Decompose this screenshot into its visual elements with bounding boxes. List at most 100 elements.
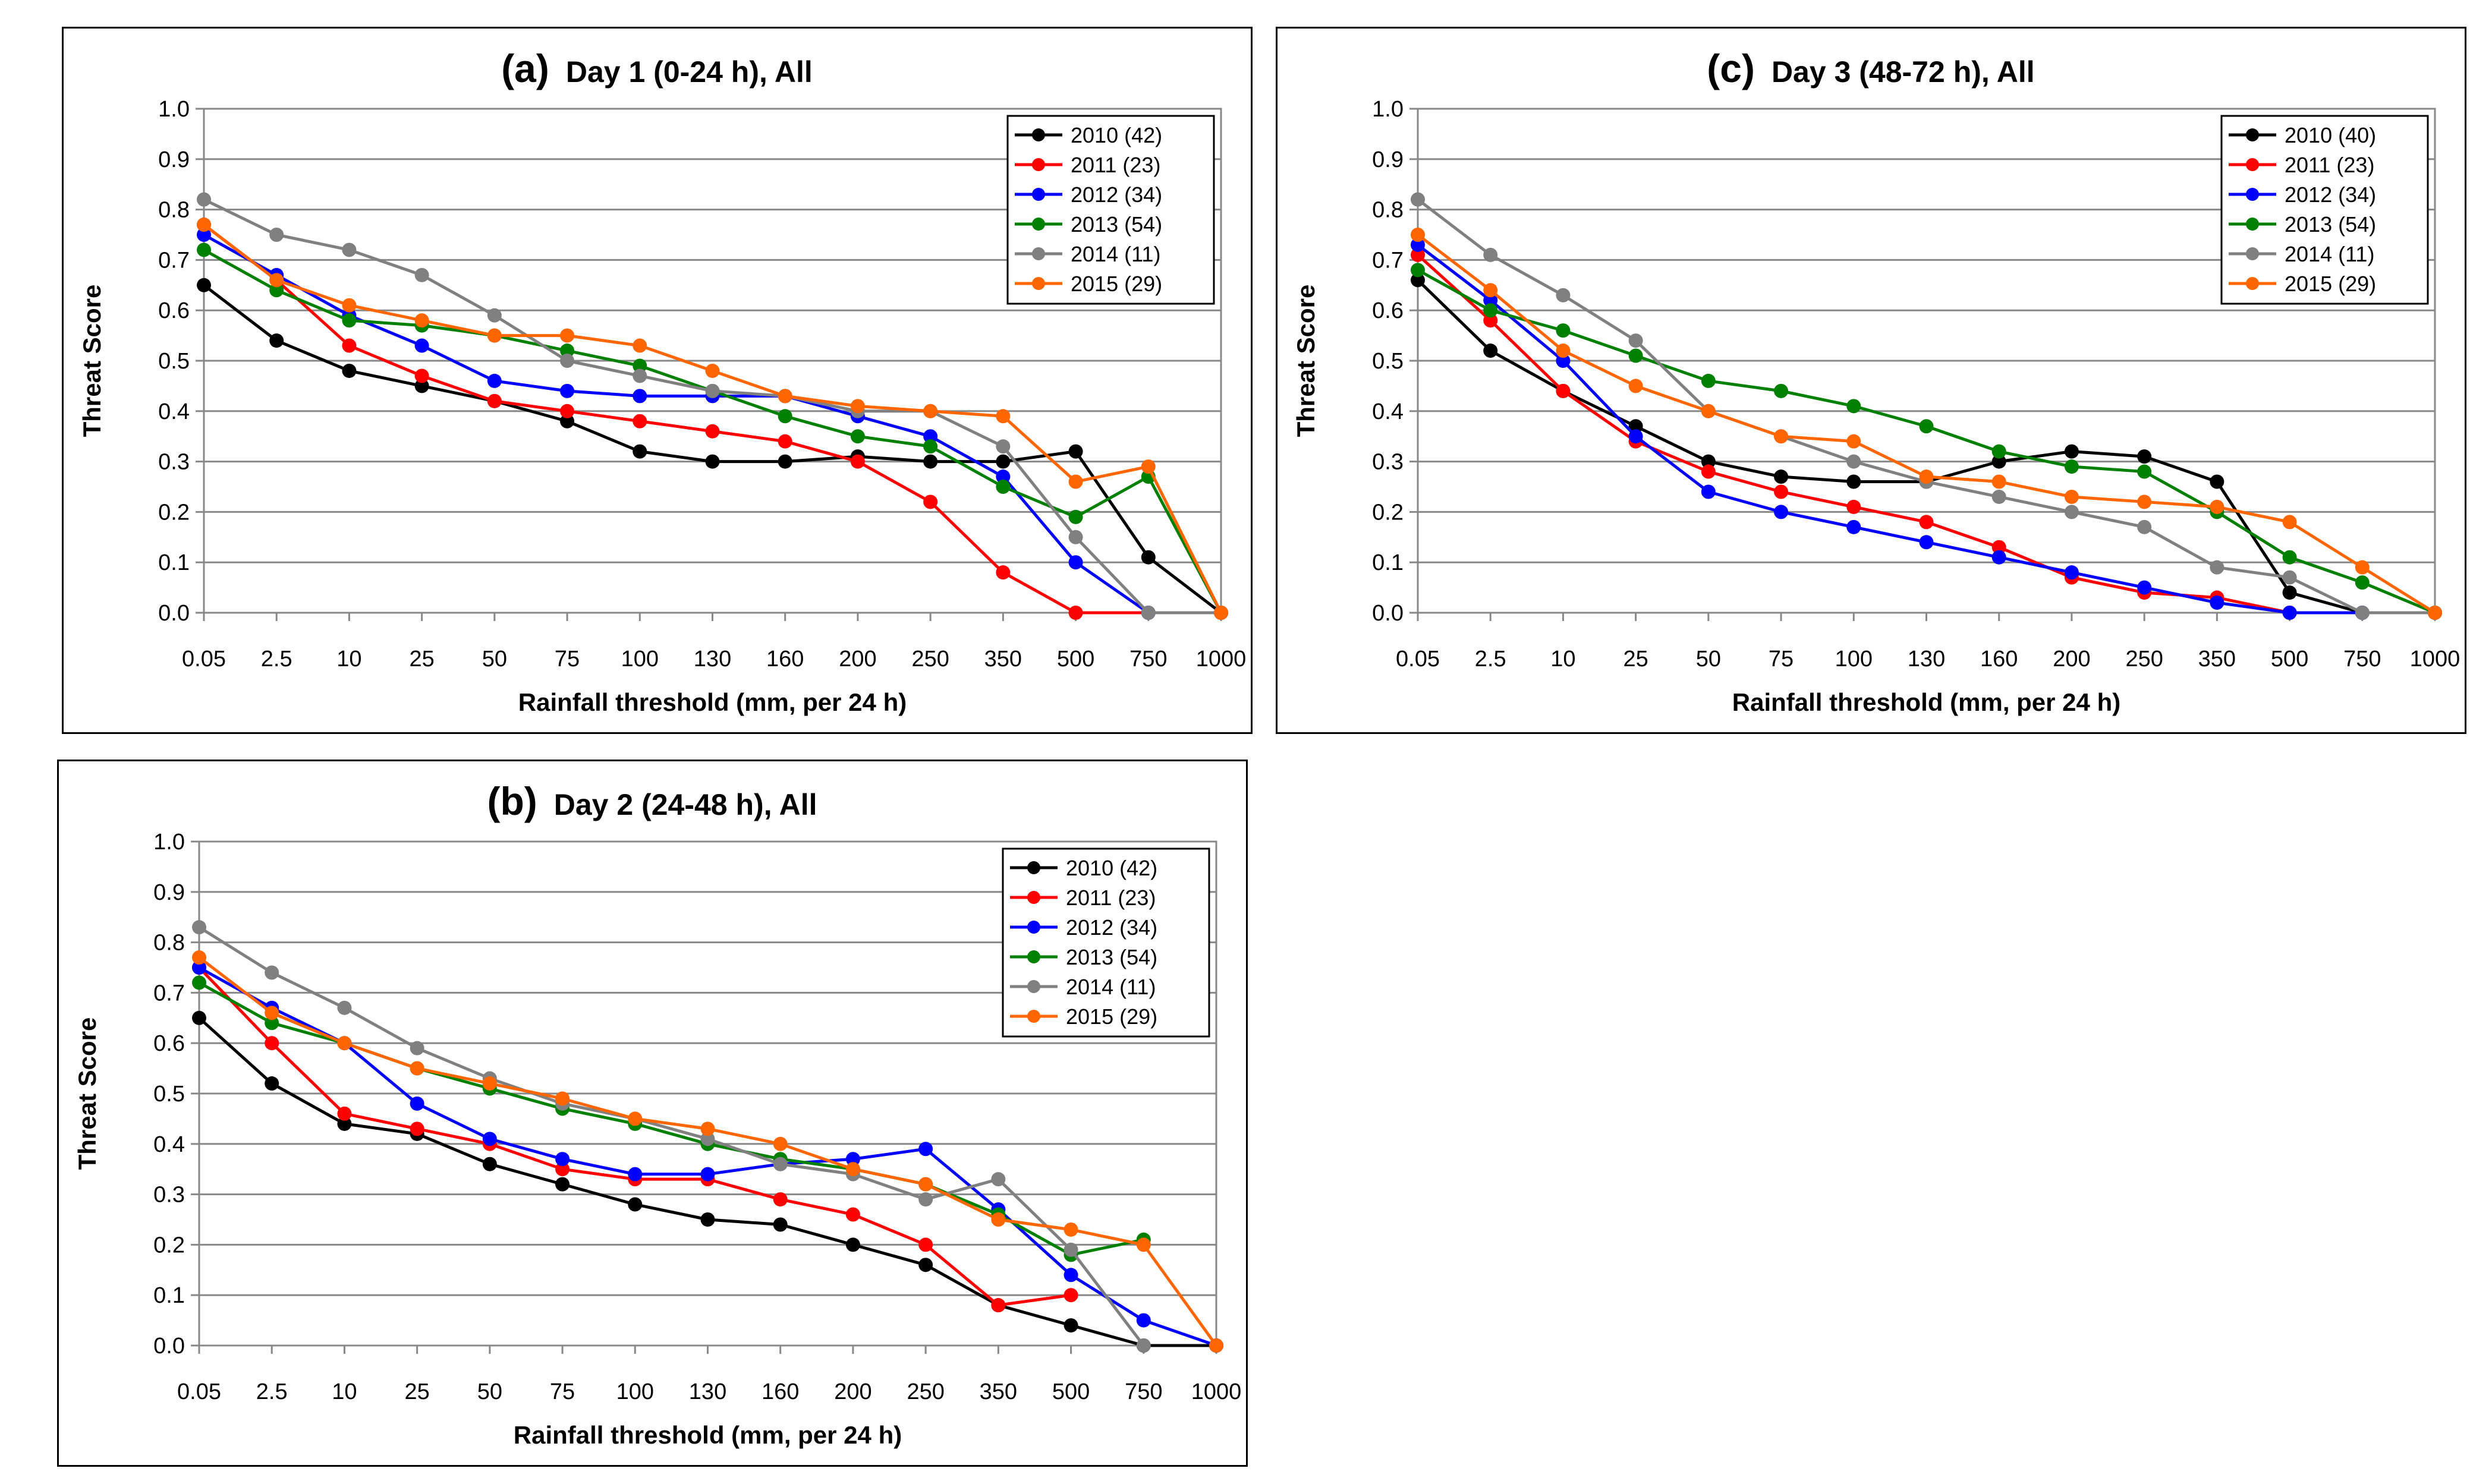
data-point-2015 xyxy=(197,218,211,232)
data-point-2011 xyxy=(705,424,720,439)
y-tick-label: 0.6 xyxy=(158,298,190,323)
x-tick-label: 200 xyxy=(834,1379,871,1404)
data-point-2011 xyxy=(773,1192,788,1207)
legend-entry: 2012 (34) xyxy=(2285,182,2376,207)
data-point-2014 xyxy=(560,354,575,368)
data-point-2010 xyxy=(633,444,647,459)
legend-entry: 2015 (29) xyxy=(1071,272,1162,296)
data-point-2010 xyxy=(923,454,938,469)
data-point-2010 xyxy=(269,333,284,348)
data-point-2011 xyxy=(1774,484,1789,499)
data-point-2013 xyxy=(1556,323,1571,338)
x-tick-label: 100 xyxy=(621,647,659,672)
data-point-2010 xyxy=(337,1116,352,1131)
x-tick-label: 25 xyxy=(410,647,435,672)
data-point-2013 xyxy=(1483,303,1498,318)
data-point-2015 xyxy=(192,950,206,965)
data-point-2012 xyxy=(482,1132,497,1146)
data-point-2014 xyxy=(1136,1338,1151,1353)
x-tick-label: 50 xyxy=(1696,647,1721,672)
data-point-2011 xyxy=(555,1162,570,1177)
legend-entry: 2011 (23) xyxy=(1066,886,1156,910)
data-point-2015 xyxy=(2064,489,2079,504)
data-point-2012 xyxy=(2210,596,2224,610)
x-tick-label: 75 xyxy=(1769,647,1794,672)
data-point-2010 xyxy=(773,1217,788,1232)
data-point-2010 xyxy=(482,1157,497,1171)
x-tick-label: 2.5 xyxy=(256,1379,288,1404)
y-tick-label: 0.0 xyxy=(1372,601,1404,626)
x-tick-label: 25 xyxy=(405,1379,430,1404)
x-tick-label: 50 xyxy=(477,1379,502,1404)
data-point-2012 xyxy=(700,1167,715,1181)
data-point-2014 xyxy=(2355,606,2370,620)
x-tick-label: 200 xyxy=(839,647,876,672)
panel-letter: (c) xyxy=(1707,46,1755,90)
legend-swatch-marker xyxy=(1027,950,1040,963)
data-point-2010 xyxy=(1991,454,2006,469)
legend-box xyxy=(1002,847,1210,1038)
data-point-2010 xyxy=(845,1237,860,1252)
x-tick-label: 250 xyxy=(907,1379,944,1404)
data-point-2015 xyxy=(628,1111,643,1126)
data-point-2014 xyxy=(197,192,211,207)
data-point-2014 xyxy=(996,439,1011,454)
x-tick-label: 50 xyxy=(482,647,507,672)
x-tick-label: 130 xyxy=(1908,647,1945,672)
y-tick-label: 0.1 xyxy=(153,1283,185,1308)
legend-box xyxy=(1006,115,1215,305)
data-point-2012 xyxy=(1068,555,1083,570)
data-point-2013 xyxy=(850,429,865,444)
data-point-2012 xyxy=(918,1142,933,1157)
data-point-2010 xyxy=(414,379,429,393)
data-point-2012 xyxy=(560,383,575,398)
data-point-2015 xyxy=(2210,499,2224,514)
data-point-2011 xyxy=(337,1106,352,1121)
y-tick-label: 0.4 xyxy=(158,399,190,424)
data-point-2014 xyxy=(773,1157,788,1171)
data-point-2015 xyxy=(265,1006,279,1020)
legend-entry: 2014 (11) xyxy=(1071,242,1160,266)
y-axis-label: Threat Score xyxy=(73,1017,101,1170)
data-point-2011 xyxy=(991,1298,1006,1313)
legend-swatch-marker xyxy=(2246,247,2259,260)
data-point-2012 xyxy=(1483,293,1498,308)
data-point-2015 xyxy=(1136,1237,1151,1252)
x-tick-label: 160 xyxy=(762,1379,799,1404)
data-point-2012 xyxy=(487,373,502,388)
data-point-2013 xyxy=(2064,459,2079,474)
data-point-2015 xyxy=(337,1036,352,1051)
data-point-2011 xyxy=(845,1207,860,1222)
chart-title: (c) Day 3 (48-72 h), All xyxy=(1707,46,2034,90)
data-point-2010 xyxy=(2064,444,2079,459)
chart-svg-b: (b) Day 2 (24-48 h), All 0.0 0.1 0.2 0.3 0.4 0.… xyxy=(73,779,1241,1449)
data-point-2010 xyxy=(265,1076,279,1091)
data-point-2014 xyxy=(2210,560,2224,575)
y-tick-label: 0.0 xyxy=(158,601,190,626)
x-tick-label: 500 xyxy=(1052,1379,1090,1404)
x-tick-label: 500 xyxy=(1057,647,1094,672)
legend-swatch-marker xyxy=(1027,980,1040,993)
data-point-2012 xyxy=(1136,1313,1151,1328)
y-tick-label: 0.5 xyxy=(1372,349,1404,374)
chart-title: (a) Day 1 (0-24 h), All xyxy=(501,46,813,90)
y-tick-label: 0.2 xyxy=(158,500,190,525)
data-point-2010 xyxy=(2210,474,2224,489)
y-tick-label: 1.0 xyxy=(158,97,190,122)
data-point-2015 xyxy=(2428,606,2442,620)
data-point-2011 xyxy=(1483,313,1498,328)
legend-entry: 2013 (54) xyxy=(2285,212,2376,237)
data-point-2014 xyxy=(918,1192,933,1207)
data-point-2012 xyxy=(2282,606,2297,620)
y-axis-label: Threat Score xyxy=(78,285,106,437)
legend-swatch-marker xyxy=(2246,277,2259,290)
legend-swatch-marker xyxy=(2246,128,2259,141)
y-tick-label: 0.8 xyxy=(158,198,190,223)
data-point-2011 xyxy=(342,338,357,353)
legend-swatch-marker xyxy=(1027,861,1040,874)
x-tick-label: 10 xyxy=(332,1379,357,1404)
x-tick-label: 350 xyxy=(2198,647,2236,672)
data-point-2015 xyxy=(560,328,575,343)
chart-panel-b: (b) Day 2 (24-48 h), All 0.0 0.1 0.2 0.3 0.4 0.… xyxy=(57,760,1248,1467)
data-point-2014 xyxy=(1063,1242,1078,1257)
